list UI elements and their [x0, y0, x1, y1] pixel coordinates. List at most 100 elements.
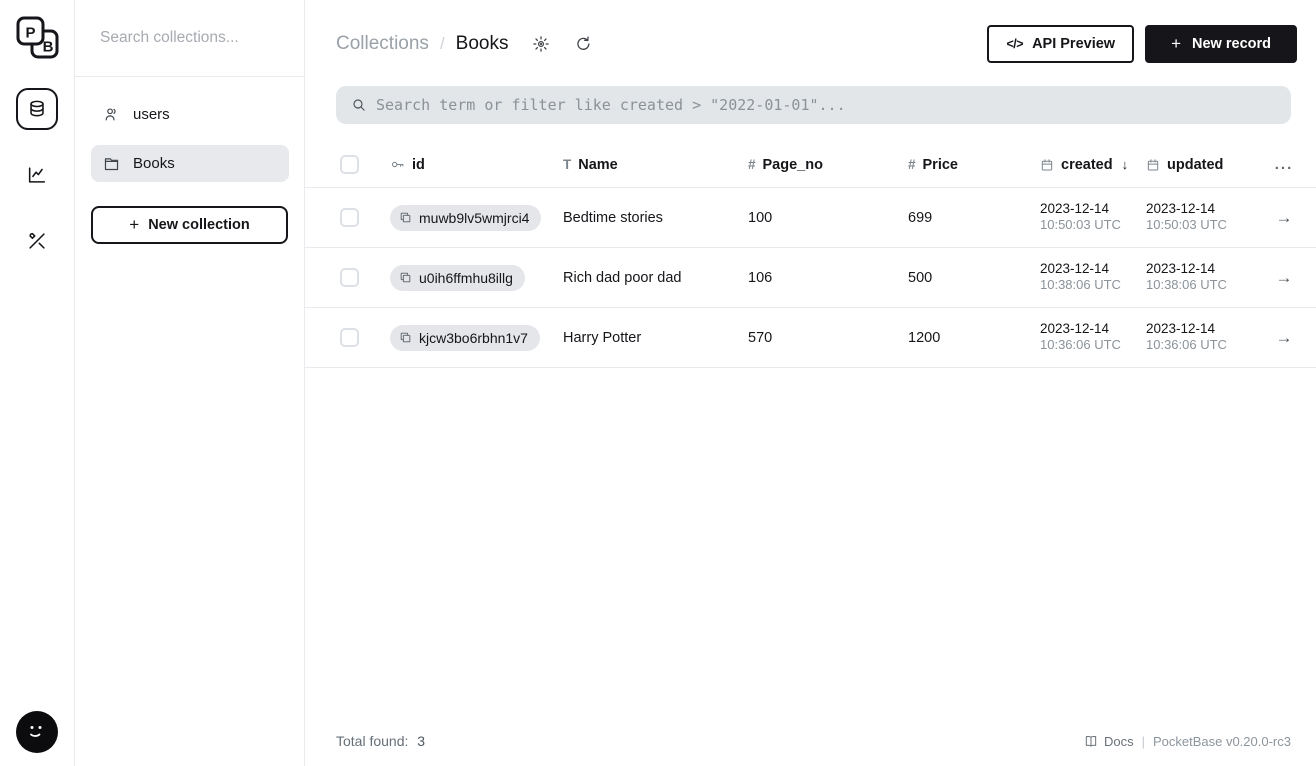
- collections-sidebar: users Books + New collection: [75, 0, 305, 766]
- new-collection-button[interactable]: + New collection: [91, 206, 288, 244]
- copy-icon: [399, 211, 412, 224]
- table-row[interactable]: u0ih6ffmhu8illg Rich dad poor dad 106 50…: [305, 248, 1316, 308]
- record-id-pill[interactable]: kjcw3bo6rbhn1v7: [390, 324, 540, 351]
- collection-item-books[interactable]: Books: [91, 145, 289, 182]
- column-header-page-no[interactable]: # Page_no: [748, 157, 908, 173]
- row-checkbox-cell: [340, 268, 390, 287]
- cell-actions: →: [1252, 268, 1316, 288]
- created-date: 2023-12-14: [1040, 321, 1110, 337]
- gear-icon[interactable]: [532, 35, 550, 53]
- column-label: Name: [578, 156, 618, 173]
- updated-date: 2023-12-14: [1146, 321, 1216, 337]
- record-id: kjcw3bo6rbhn1v7: [419, 329, 528, 346]
- api-preview-button[interactable]: </> API Preview: [987, 25, 1135, 63]
- refresh-icon[interactable]: [574, 35, 592, 53]
- open-record-arrow-icon[interactable]: →: [1275, 327, 1293, 347]
- column-header-price[interactable]: # Price: [908, 157, 1040, 173]
- cell-name: Rich dad poor dad: [563, 269, 682, 286]
- line-chart-icon: [26, 164, 48, 186]
- table-row[interactable]: kjcw3bo6rbhn1v7 Harry Potter 570 1200 20…: [305, 308, 1316, 368]
- row-checkbox[interactable]: [340, 208, 359, 227]
- left-rail: P B: [0, 0, 75, 766]
- users-icon: [103, 106, 120, 123]
- column-header-created[interactable]: created ↓: [1040, 157, 1146, 173]
- collection-item-label: users: [133, 106, 170, 123]
- search-icon: [351, 97, 367, 113]
- cell-page-no: 570: [748, 329, 773, 346]
- updated-time: 10:36:06 UTC: [1146, 336, 1227, 352]
- page-header: Collections / Books </>: [305, 0, 1316, 81]
- column-header-id[interactable]: id: [390, 157, 563, 173]
- sidebar-item-collections[interactable]: [16, 88, 58, 130]
- pocketbase-logo-icon[interactable]: P B: [13, 14, 61, 62]
- sidebar-item-settings[interactable]: [16, 220, 58, 262]
- select-all-checkbox[interactable]: [340, 155, 359, 174]
- row-checkbox-cell: [340, 328, 390, 347]
- number-type-icon: #: [908, 157, 916, 172]
- text-type-icon: T: [563, 157, 572, 172]
- cell-updated: 2023-12-14 10:38:06 UTC: [1146, 261, 1252, 293]
- records-search-bar: [336, 86, 1291, 124]
- footer-right: Docs | PocketBase v0.20.0-rc3: [1084, 734, 1291, 749]
- row-checkbox[interactable]: [340, 268, 359, 287]
- row-checkbox-cell: [340, 208, 390, 227]
- sort-desc-icon: ↓: [1121, 157, 1129, 172]
- cell-price: 699: [908, 209, 933, 226]
- cell-actions: →: [1252, 208, 1316, 228]
- cell-name: Harry Potter: [563, 329, 642, 346]
- record-id: muwb9lv5wmjrci4: [419, 209, 530, 226]
- table-row[interactable]: muwb9lv5wmjrci4 Bedtime stories 100 699 …: [305, 188, 1316, 248]
- tools-icon: [26, 230, 48, 252]
- breadcrumb: Collections / Books: [336, 33, 508, 55]
- footer-separator: |: [1141, 733, 1145, 749]
- record-id: u0ih6ffmhu8illg: [419, 269, 513, 286]
- book-icon: [1084, 734, 1098, 748]
- cell-created: 2023-12-14 10:36:06 UTC: [1040, 321, 1146, 353]
- record-id-pill[interactable]: muwb9lv5wmjrci4: [390, 204, 542, 231]
- footer: Total found: 3 Docs | PocketBase v0.20.0…: [305, 720, 1316, 766]
- cell-page-no: 106: [748, 269, 773, 286]
- svg-text:B: B: [43, 39, 54, 56]
- code-icon: </>: [1006, 37, 1024, 51]
- row-checkbox[interactable]: [340, 328, 359, 347]
- total-found: Total found: 3: [336, 733, 425, 749]
- cell-actions: →: [1252, 328, 1316, 348]
- total-found-label: Total found:: [336, 733, 409, 749]
- cell-id: kjcw3bo6rbhn1v7: [390, 324, 563, 351]
- folder-icon: [103, 155, 120, 172]
- sidebar-item-logs[interactable]: [16, 154, 58, 196]
- collection-item-users[interactable]: users: [91, 96, 289, 133]
- column-label: Price: [922, 156, 958, 173]
- database-icon: [26, 98, 48, 120]
- cell-price: 1200: [908, 329, 941, 346]
- version-label: PocketBase v0.20.0-rc3: [1152, 733, 1291, 749]
- new-record-button[interactable]: + New record: [1145, 25, 1297, 63]
- record-id-pill[interactable]: u0ih6ffmhu8illg: [390, 264, 525, 291]
- created-date: 2023-12-14: [1040, 201, 1110, 217]
- created-time: 10:38:06 UTC: [1040, 276, 1121, 292]
- collections-search: [75, 0, 304, 77]
- plus-icon: +: [1171, 34, 1182, 53]
- column-header-name[interactable]: T Name: [563, 157, 748, 173]
- column-label: Page_no: [762, 156, 823, 173]
- open-record-arrow-icon[interactable]: →: [1275, 207, 1293, 227]
- header-options-cell: ...: [1252, 156, 1316, 173]
- cell-updated: 2023-12-14 10:50:03 UTC: [1146, 201, 1252, 233]
- breadcrumb-current: Books: [455, 33, 509, 54]
- breadcrumb-separator: /: [439, 34, 445, 53]
- copy-icon: [399, 271, 412, 284]
- cell-updated: 2023-12-14 10:36:06 UTC: [1146, 321, 1252, 353]
- open-record-arrow-icon[interactable]: →: [1275, 267, 1293, 287]
- updated-time: 10:50:03 UTC: [1146, 216, 1227, 232]
- avatar[interactable]: [15, 710, 59, 754]
- main-panel: Collections / Books </>: [305, 0, 1316, 766]
- svg-text:P: P: [25, 25, 35, 42]
- total-found-value: 3: [417, 733, 426, 749]
- breadcrumb-root: Collections: [336, 33, 429, 54]
- docs-link[interactable]: Docs: [1084, 734, 1134, 749]
- column-header-updated[interactable]: updated: [1146, 157, 1252, 173]
- collections-search-input[interactable]: [100, 29, 279, 47]
- updated-time: 10:38:06 UTC: [1146, 276, 1227, 292]
- column-options-icon[interactable]: ...: [1274, 156, 1294, 173]
- records-search-input[interactable]: [376, 96, 1276, 114]
